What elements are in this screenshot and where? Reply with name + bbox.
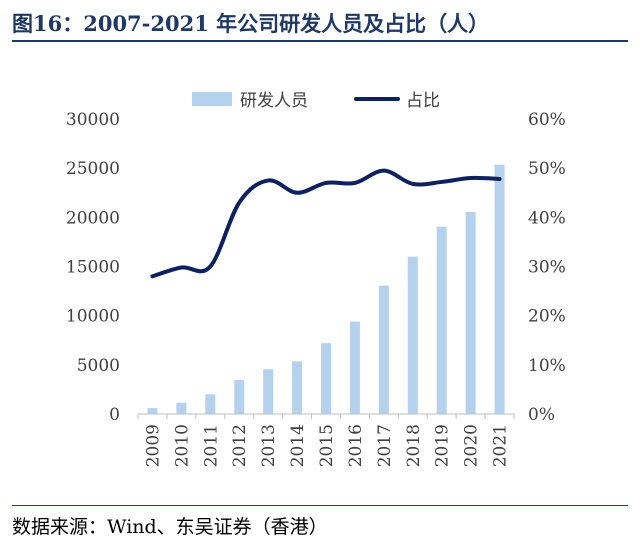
source-note: 数据来源：Wind、东吴证券（香港） — [12, 516, 328, 538]
bar-2011 — [205, 394, 216, 414]
bar-2012 — [234, 380, 245, 414]
right-axis-tick-label: 10% — [528, 356, 566, 376]
right-axis-tick-label: 50% — [528, 159, 566, 179]
right-axis-tick-label: 30% — [528, 258, 566, 278]
bar-2013 — [263, 369, 274, 414]
left-axis-tick-label: 15000 — [66, 258, 120, 278]
x-axis-tick-label: 2012 — [230, 424, 250, 467]
bar-2009 — [147, 408, 158, 414]
bar-2014 — [292, 361, 303, 414]
x-axis-tick-label: 2011 — [201, 424, 221, 467]
bar-2020 — [465, 211, 476, 414]
ratio-line — [150, 168, 502, 279]
x-axis-tick-label: 2013 — [259, 424, 279, 467]
bar-2021 — [494, 164, 505, 414]
x-axis-tick-label: 2014 — [288, 424, 308, 467]
left-axis-tick-label: 25000 — [66, 159, 120, 179]
x-axis-tick-label: 2018 — [404, 424, 424, 467]
x-axis-tick-label: 2017 — [375, 424, 395, 467]
bar-2018 — [407, 256, 418, 414]
x-axis-tick-label: 2021 — [491, 424, 511, 467]
x-axis-tick-label: 2020 — [462, 424, 482, 467]
left-axis-tick-label: 20000 — [66, 208, 120, 228]
left-axis-tick-label: 0 — [109, 405, 120, 425]
bar-2016 — [349, 321, 360, 414]
bar-2015 — [321, 343, 331, 414]
right-axis-tick-label: 0% — [528, 405, 555, 425]
bar-2019 — [436, 226, 447, 414]
chart-title: 图16：2007-2021 年公司研发人员及占比（人） — [12, 11, 490, 36]
legend-label-bars: 研发人员 — [240, 91, 308, 111]
legend-label-line: 占比 — [406, 91, 440, 111]
x-axis-tick-label: 2019 — [433, 424, 453, 467]
x-axis-tick-label: 2015 — [317, 424, 337, 467]
chart: 0 5000 10000 15000 20000 25000 30000 0% 10% 20% 30… — [66, 91, 566, 467]
right-axis-tick-label: 40% — [528, 208, 566, 228]
bar-2010 — [176, 402, 187, 414]
bar-2017 — [378, 285, 389, 414]
source-rule — [12, 505, 628, 506]
right-axis-tick-label: 20% — [528, 307, 566, 327]
x-axis-tick-label: 2016 — [346, 424, 366, 467]
left-axis-tick-label: 30000 — [66, 110, 120, 130]
title-rule — [12, 40, 628, 42]
left-axis-tick-label: 5000 — [77, 356, 120, 376]
x-axis-tick-label: 2010 — [172, 424, 192, 467]
left-axis-tick-label: 10000 — [66, 307, 120, 327]
right-axis-tick-label: 60% — [528, 110, 566, 130]
legend-swatch-bars — [192, 92, 232, 106]
x-axis-tick-label: 2009 — [143, 424, 163, 467]
